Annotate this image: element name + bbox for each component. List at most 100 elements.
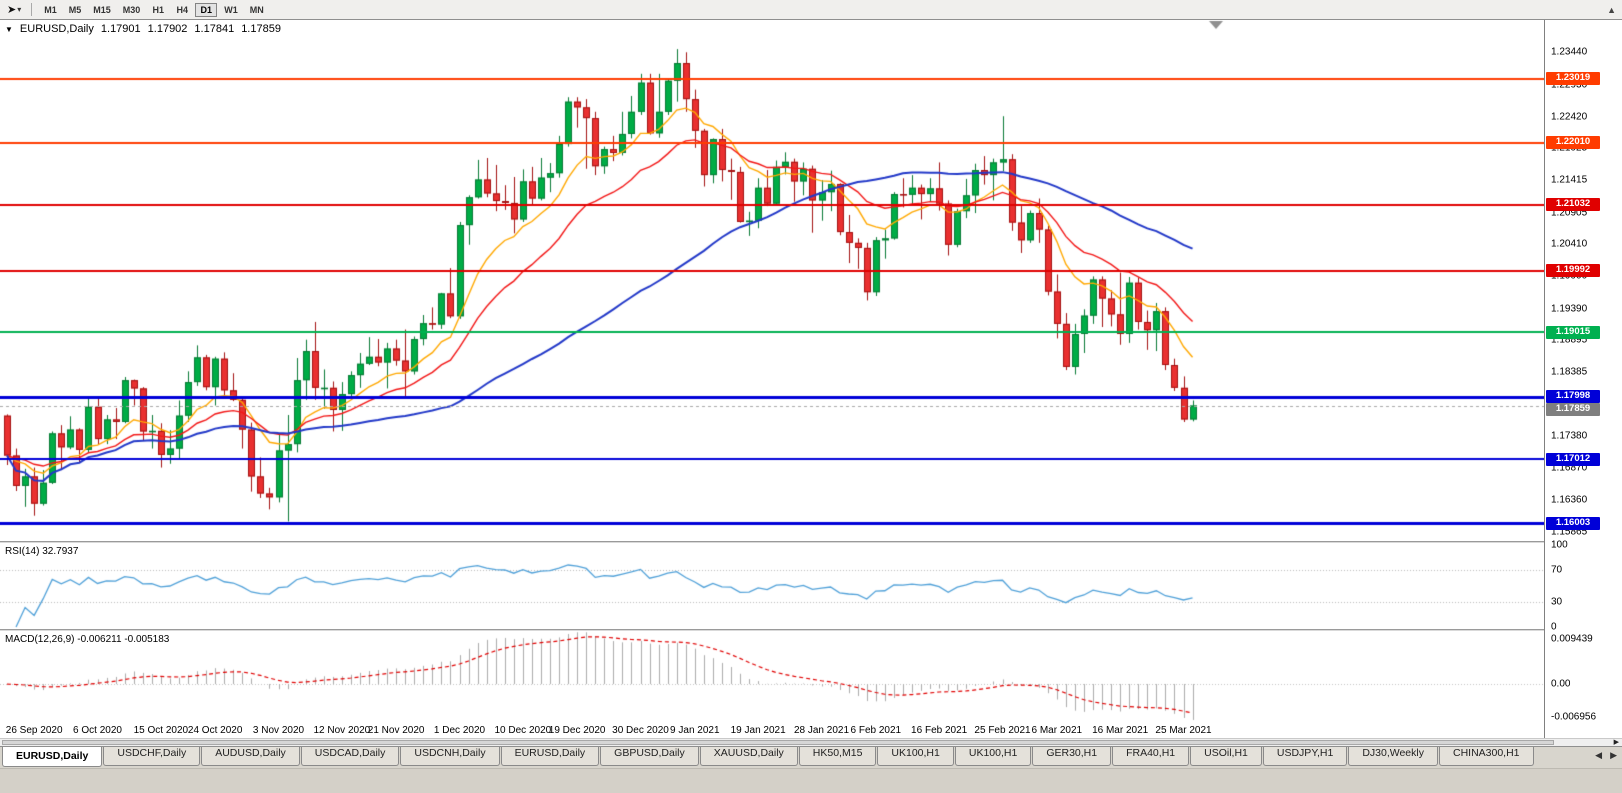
horizontal-scrollbar[interactable]: ▶ (0, 738, 1622, 746)
chart-title-close: 1.17859 (241, 23, 281, 35)
price-axis-label: 1.15865 (1551, 526, 1588, 538)
date-axis-label: 30 Dec 2020 (612, 725, 669, 736)
price-line-tag[interactable]: 1.22010 (1546, 136, 1600, 150)
price-axis-label: 1.23440 (1551, 46, 1588, 58)
date-axis-label: 3 Nov 2020 (252, 725, 305, 736)
timeframe-button-mn[interactable]: MN (245, 3, 269, 17)
chart-tab-audusd-daily[interactable]: AUDUSD,Daily (201, 747, 300, 766)
date-axis-label: 6 Mar 2021 (1031, 725, 1083, 736)
chart-tab-usdcnh-daily[interactable]: USDCNH,Daily (400, 747, 500, 766)
date-axis-label: 16 Mar 2021 (1092, 725, 1149, 736)
rsi-label: RSI(14) 32.7937 (5, 546, 79, 557)
timeframe-button-h1[interactable]: H1 (147, 3, 169, 17)
chart-tab-usdchf-daily[interactable]: USDCHF,Daily (103, 747, 201, 766)
scroll-up-button[interactable]: ▲ (1604, 4, 1619, 16)
price-axis[interactable]: 1.234401.229301.224201.219251.214151.209… (1544, 20, 1622, 738)
chart-tabbar: EURUSD,Daily USDCHF,Daily AUDUSD,Daily USDC… (0, 746, 1622, 768)
chart-tabs: EURUSD,Daily USDCHF,Daily AUDUSD,Daily USDC… (2, 747, 1535, 768)
date-axis-label: 28 Jan 2021 (793, 725, 850, 736)
date-axis-label: 25 Mar 2021 (1155, 725, 1212, 736)
rsi-axis-label: 0 (1551, 621, 1557, 633)
date-axis-label: 26 Sep 2020 (5, 725, 63, 736)
chart-tab-hk50-m15[interactable]: HK50,M15 (798, 747, 877, 766)
macd-pane-canvas[interactable] (0, 631, 1544, 724)
date-axis-label: 6 Feb 2021 (850, 725, 902, 736)
timeframe-button-w1[interactable]: W1 (219, 3, 243, 17)
macd-axis-label: 0.00 (1551, 678, 1571, 690)
collapse-chart-icon[interactable]: ▼ (5, 24, 13, 34)
price-axis-label: 1.21415 (1551, 174, 1588, 186)
timeframe-button-d1[interactable]: D1 (195, 2, 218, 17)
rsi-pane-canvas[interactable] (0, 543, 1544, 629)
chart-cursor-button[interactable]: ➤ ▾ (4, 2, 24, 17)
timeframe-group: M1 M5 M15 M30 H1 H4 D1 W1 MN (39, 2, 269, 17)
rsi-axis-label: 30 (1551, 596, 1563, 608)
date-axis-label: 25 Feb 2021 (974, 725, 1031, 736)
price-line-tag[interactable]: 1.19015 (1546, 325, 1600, 339)
cursor-icon: ➤ (7, 4, 17, 16)
scrollbar-thumb[interactable] (2, 740, 1554, 745)
date-axis-label: 21 Nov 2020 (367, 725, 425, 736)
date-axis-label: 10 Dec 2020 (494, 725, 552, 736)
price-axis-label: 1.20905 (1551, 207, 1588, 219)
chart-tab-uk100-h1[interactable]: UK100,H1 (877, 747, 954, 766)
price-axis-label: 1.18385 (1551, 366, 1588, 378)
tab-scroll-arrows: ◀ ▶ (1595, 750, 1617, 761)
macd-axis-label: 0.009439 (1551, 633, 1593, 645)
rsi-axis-label: 100 (1551, 539, 1568, 551)
timeframe-button-h4[interactable]: H4 (171, 3, 193, 17)
tab-scroll-left-icon[interactable]: ◀ (1595, 750, 1603, 760)
price-line-tag[interactable]: 1.17012 (1546, 452, 1600, 466)
pane-separator[interactable] (0, 629, 1622, 631)
chart-tab-xauusd-daily[interactable]: XAUUSD,Daily (699, 747, 798, 766)
price-line-tag[interactable]: 1.19992 (1546, 264, 1600, 278)
date-axis-label: 1 Dec 2020 (433, 725, 486, 736)
chart-tab-ger30-h1[interactable]: GER30,H1 (1032, 747, 1112, 766)
price-line-tag[interactable]: 1.16003 (1546, 516, 1600, 530)
price-line-tag[interactable]: 1.21032 (1546, 198, 1600, 212)
price-line-tag[interactable]: 1.17998 (1546, 390, 1600, 404)
pane-separator[interactable] (0, 541, 1622, 543)
timeframe-button-m15[interactable]: M15 (88, 3, 116, 17)
chart-tab-usdcad-daily[interactable]: USDCAD,Daily (300, 747, 400, 766)
chart-title-symbol: EURUSD,Daily (19, 23, 94, 35)
price-axis-label: 1.20410 (1551, 238, 1588, 250)
chart-tab-eurusd-daily[interactable]: EURUSD,Daily (500, 747, 600, 766)
timeframe-button-m1[interactable]: M1 (39, 3, 62, 17)
price-axis-label: 1.18895 (1551, 334, 1588, 346)
date-axis-label: 6 Oct 2020 (73, 725, 122, 736)
scrollbar-right-icon[interactable]: ▶ (1613, 739, 1619, 746)
chart-tab-uk100-h1[interactable]: UK100,H1 (954, 747, 1032, 766)
price-axis-label: 1.17380 (1551, 430, 1588, 442)
chart-title-low: 1.17841 (194, 23, 235, 35)
tab-scroll-right-icon[interactable]: ▶ (1610, 750, 1617, 760)
date-axis[interactable]: 26 Sep 2020 6 Oct 2020 15 Oct 2020 24 Oct 2… (0, 724, 1544, 738)
date-axis-label: 16 Feb 2021 (911, 725, 968, 736)
date-axis-label: 19 Dec 2020 (548, 725, 606, 736)
rsi-axis-label: 70 (1551, 564, 1563, 576)
price-axis-label: 1.19390 (1551, 303, 1588, 315)
chart-tab-eurusd-daily[interactable]: EURUSD,Daily (2, 747, 103, 767)
price-axis-label: 1.16870 (1551, 462, 1588, 474)
date-axis-label: 9 Jan 2021 (670, 725, 720, 736)
chart-tab-fra40-h1[interactable]: FRA40,H1 (1112, 747, 1190, 766)
date-axis-label: 12 Nov 2020 (313, 725, 371, 736)
chart-tab-china300-h1[interactable]: CHINA300,H1 (1438, 747, 1534, 766)
chart-tab-usoil-h1[interactable]: USOil,H1 (1190, 747, 1262, 766)
date-axis-label: 19 Jan 2021 (730, 725, 786, 736)
chart-tab-gbpusd-daily[interactable]: GBPUSD,Daily (600, 747, 699, 766)
toolbar-separator (31, 3, 33, 16)
chart-tab-usdjpy-h1[interactable]: USDJPY,H1 (1262, 747, 1348, 766)
main-chart-canvas[interactable] (0, 20, 1544, 541)
chart-title-high: 1.17902 (147, 23, 188, 35)
date-axis-label: 15 Oct 2020 (133, 725, 189, 736)
chart-tab-dj30-weekly[interactable]: DJ30,Weekly (1348, 747, 1438, 766)
timeframe-button-m5[interactable]: M5 (64, 3, 87, 17)
dropdown-caret-icon: ▾ (17, 5, 22, 14)
toolbar: ➤ ▾ M1 M5 M15 M30 H1 H4 D1 W1 MN ▲ (0, 0, 1622, 20)
status-strip (0, 768, 1622, 793)
timeframe-button-m30[interactable]: M30 (118, 3, 146, 17)
scroll-up-icon: ▲ (1607, 4, 1616, 15)
price-line-tag[interactable]: 1.23019 (1546, 72, 1600, 86)
